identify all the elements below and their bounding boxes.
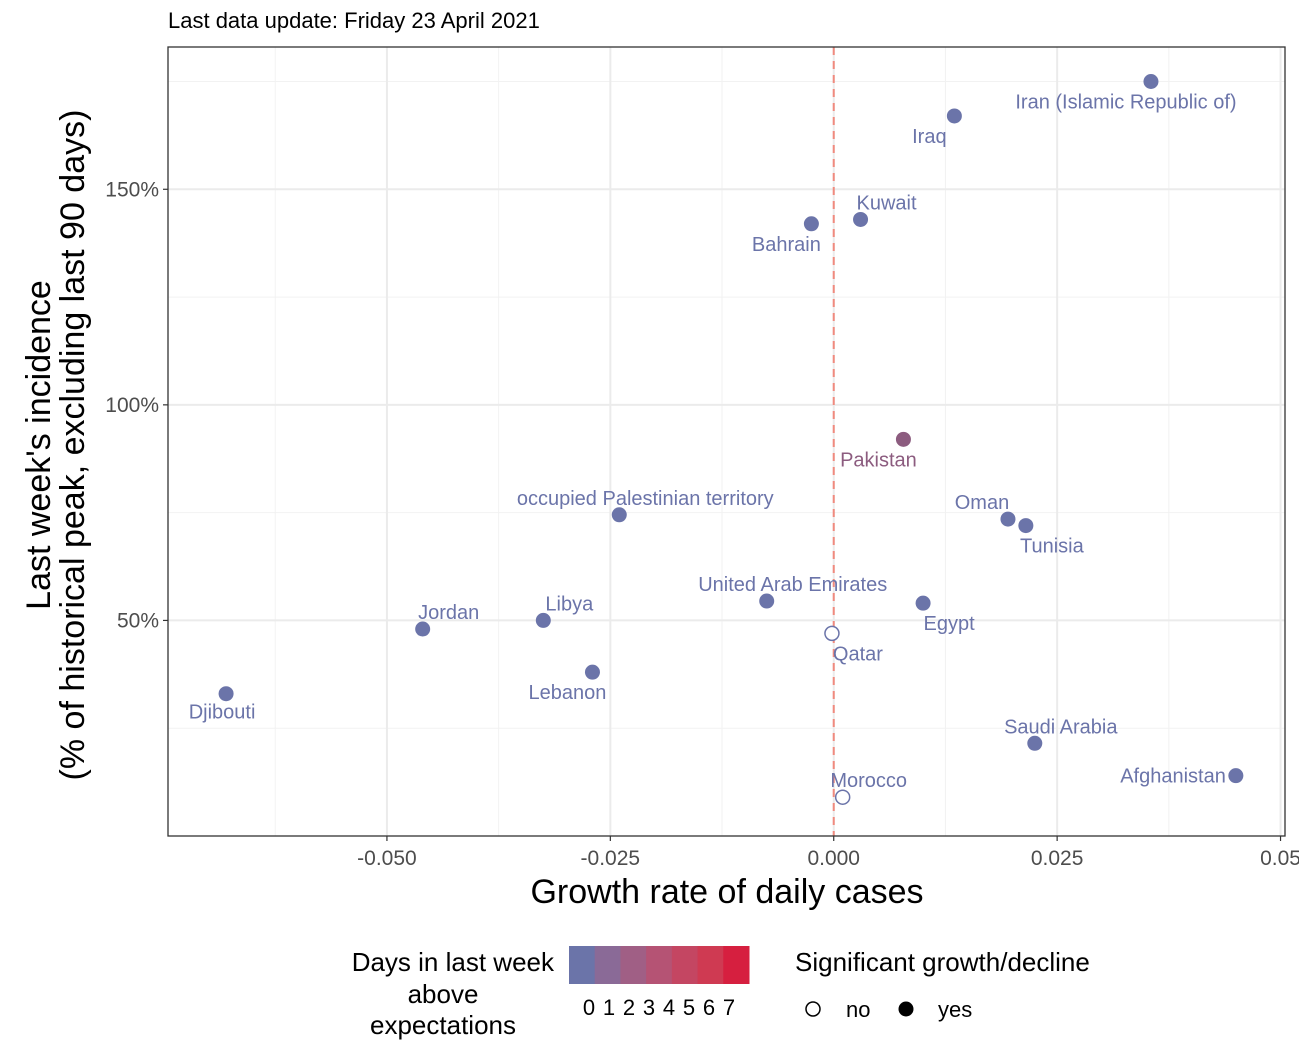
legend-color-title-line1: Days in last week	[352, 947, 555, 977]
point-label: Morocco	[830, 770, 907, 792]
y-axis-title-line2: (% of historical peak, excluding last 90…	[54, 110, 92, 781]
point-label: Djibouti	[189, 702, 256, 724]
x-tick-label: 0.025	[1031, 847, 1084, 870]
point-label: Qatar	[833, 643, 883, 665]
x-tick-label: 0.05	[1260, 847, 1299, 870]
y-tick-label: 150%	[105, 178, 159, 201]
legend-color-segment	[620, 946, 647, 984]
legend-color-bar	[569, 946, 750, 984]
x-tick-label: 0.000	[807, 847, 860, 870]
point-label: United Arab Emirates	[698, 574, 887, 596]
data-point	[415, 621, 431, 637]
x-axis-title: Growth rate of daily cases	[530, 873, 923, 911]
legend-shape-no-label: no	[846, 997, 870, 1022]
x-tick-label: -0.025	[581, 847, 641, 870]
data-point-hollow	[824, 625, 840, 642]
x-tick-label: -0.050	[357, 847, 417, 870]
legend-color-label: 6	[703, 995, 715, 1020]
legend-color-title-line3: expectations	[370, 1010, 516, 1040]
legend-shape-yes-label: yes	[938, 997, 972, 1022]
point-label: occupied Palestinian territory	[517, 488, 774, 510]
data-point	[946, 108, 962, 124]
data-point	[895, 431, 911, 447]
chart-subtitle: Last data update: Friday 23 April 2021	[168, 8, 540, 33]
y-tick-label: 50%	[117, 609, 159, 632]
point-label: Kuwait	[857, 192, 917, 214]
data-point	[1018, 518, 1034, 534]
point-labels: Iran (Islamic Republic of) Iraq Kuwait Bahr…	[189, 91, 1237, 792]
data-point	[1027, 735, 1043, 751]
data-point	[853, 211, 869, 227]
legend-significance: Significant growth/decline no yes	[795, 947, 1090, 1022]
data-point	[1228, 768, 1244, 784]
legend-color-label: 1	[603, 995, 615, 1020]
data-point	[218, 686, 234, 702]
y-tick-label: 100%	[105, 394, 159, 417]
data-point	[915, 595, 931, 611]
legend-shape-title: Significant growth/decline	[795, 947, 1090, 977]
legend-color-label: 0	[583, 995, 595, 1020]
data-point-hollow	[834, 789, 851, 805]
legend-hollow-circle-icon	[805, 1001, 821, 1017]
legend-color-segment	[646, 946, 673, 984]
legend-color-segment	[569, 946, 596, 984]
legend-color-label: 7	[723, 995, 735, 1020]
point-label: Oman	[955, 492, 1009, 514]
point-label: Jordan	[418, 602, 479, 624]
legend-filled-circle-icon	[898, 1001, 914, 1017]
y-axis-ticks: 50% 100% 150%	[105, 178, 168, 632]
legend-color-label: 5	[683, 995, 695, 1020]
point-label: Libya	[545, 593, 594, 615]
point-label: Tunisia	[1020, 536, 1085, 558]
plot-panel-border	[167, 46, 1286, 837]
point-label: Iraq	[912, 126, 946, 148]
data-point	[1143, 73, 1159, 89]
point-label: Iran (Islamic Republic of)	[1015, 91, 1236, 113]
y-axis-title-line1: Last week's incidence	[20, 280, 58, 610]
point-label: Egypt	[924, 613, 976, 635]
legend-color-segment	[697, 946, 724, 984]
data-point	[584, 664, 600, 680]
data-points	[218, 73, 1244, 805]
point-label: Afghanistan	[1120, 766, 1226, 788]
legend-color-segment	[594, 946, 621, 984]
legend-color-segment	[723, 946, 750, 984]
data-point	[611, 507, 627, 523]
legend-color-label: 3	[643, 995, 655, 1020]
point-label: Pakistan	[840, 449, 917, 471]
point-label: Bahrain	[752, 234, 821, 256]
point-label: Lebanon	[529, 682, 607, 704]
data-point	[803, 216, 819, 232]
x-axis-ticks: -0.050 -0.025 0.000 0.025 0.05	[357, 836, 1299, 870]
legend-color-label: 4	[663, 995, 675, 1020]
data-point	[1000, 511, 1016, 527]
legend-color-label: 2	[623, 995, 635, 1020]
data-point	[535, 612, 551, 628]
legend-color-segment	[671, 946, 699, 984]
legend-color-title-line2: above	[408, 979, 479, 1009]
data-point	[759, 593, 775, 609]
point-label: Saudi Arabia	[1004, 716, 1118, 738]
grid-minor	[168, 47, 1285, 836]
